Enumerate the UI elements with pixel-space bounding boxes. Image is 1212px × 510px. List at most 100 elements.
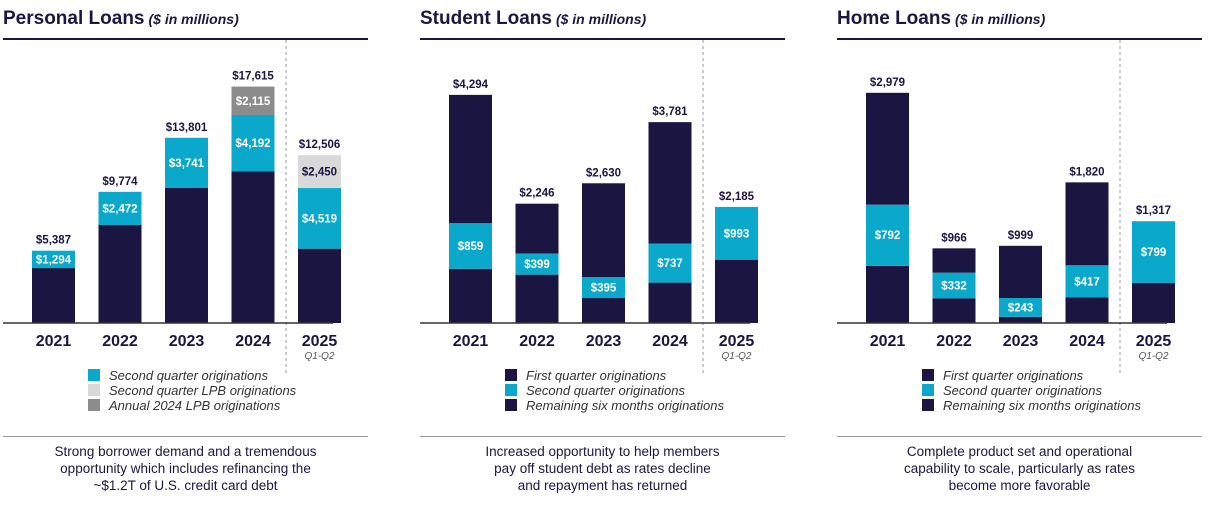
chart-caption: Strong borrower demand and a tremendous o… [3, 443, 368, 494]
bar-segment [32, 268, 75, 323]
bar-segment [866, 92, 909, 205]
personal-loans-panel: Personal Loans ($ in millions) $1,294 $5,3… [3, 0, 368, 510]
chart-title-main: Personal Loans [3, 8, 145, 29]
caption-line: capability to scale, particularly as rat… [903, 461, 1136, 476]
legend-label: Second quarter originations [943, 383, 1102, 398]
legend-label: First quarter originations [526, 368, 667, 383]
bar-total-label: $2,630 [586, 167, 621, 179]
bar-total-label: $999 [1008, 230, 1034, 242]
bar-segment [298, 155, 341, 189]
bar-segment [932, 298, 976, 323]
bar-segment [932, 272, 976, 299]
legend-swatch [505, 399, 517, 411]
bar-segment [165, 187, 208, 323]
segment-data-label: $3,741 [169, 158, 205, 170]
category-tick-label: 2021 [36, 333, 72, 350]
bar-total-label: $966 [941, 232, 967, 244]
category-tick-label: 2023 [586, 333, 622, 350]
chart-subtitle: ($ in millions) [555, 11, 647, 27]
footer-divider [837, 436, 1202, 437]
bar-total-label: $2,185 [719, 191, 755, 203]
category-tick-label: 2024 [652, 333, 688, 350]
category-tick-label: 2021 [870, 333, 906, 350]
legend-label: Second quarter originations [109, 368, 268, 383]
bar-total-label: $2,246 [519, 188, 554, 200]
legend-swatch [505, 369, 517, 381]
caption-line: Increased opportunity to help members [485, 444, 720, 459]
home-loans-chart: $792 $2,979 2021 $332 $966 2022 $243 $999 2023 $4… [837, 40, 1175, 375]
bar-segment [449, 94, 492, 224]
footer-divider [420, 436, 785, 437]
bar-segment [1065, 182, 1109, 266]
category-tick-label: 2025 [302, 333, 338, 350]
bar-segment [1132, 282, 1175, 323]
caption-line: and repayment has returned [517, 478, 688, 493]
segment-data-label: $395 [591, 283, 617, 295]
title-rule [3, 38, 368, 40]
chart-title: Student Loans ($ in millions) [420, 8, 646, 30]
bar-total-label: $3,781 [652, 106, 688, 118]
home-loans-panel: Home Loans ($ in millions) $792 $2,979 2021… [837, 0, 1202, 510]
legend-swatch [922, 384, 934, 396]
bar-segment [582, 183, 625, 278]
caption-line: ~$1.2T of U.S. credit card debt [93, 478, 278, 493]
bar-segment [449, 268, 492, 323]
caption-line: opportunity which includes refinancing t… [60, 461, 311, 476]
title-rule [420, 38, 785, 40]
category-tick-label: 2024 [1069, 333, 1105, 350]
category-tick-label: 2022 [936, 333, 972, 350]
bar-segment [648, 122, 692, 244]
chart-title: Home Loans ($ in millions) [837, 8, 1045, 30]
segment-data-label: $2,115 [236, 96, 271, 108]
bar-segment [298, 188, 341, 249]
bar-segment [449, 223, 492, 269]
category-sublabel: Q1-Q2 [1138, 351, 1168, 362]
title-rule [837, 38, 1202, 40]
caption-line: Complete product set and operational [906, 444, 1133, 459]
segment-data-label: $2,472 [102, 203, 137, 215]
segment-data-label: $417 [1074, 276, 1100, 288]
bar-segment [648, 282, 692, 323]
bar-segment [231, 114, 275, 172]
chart-caption: Increased opportunity to help members pay… [420, 443, 785, 494]
bar-segment [932, 248, 976, 273]
segment-data-label: $859 [458, 241, 484, 253]
bar-total-label: $1,317 [1136, 205, 1171, 217]
bar-total-label: $12,506 [299, 139, 341, 151]
bar-segment [1065, 297, 1109, 323]
legend-swatch [505, 384, 517, 396]
chart-subtitle: ($ in millions) [955, 11, 1046, 27]
bar-segment [715, 206, 758, 260]
bar-segment [999, 298, 1042, 317]
category-tick-label: 2025 [1136, 333, 1172, 350]
bar-total-label: $13,801 [166, 122, 208, 134]
bar-segment [582, 277, 625, 299]
category-tick-label: 2025 [719, 333, 755, 350]
legend-label: Second quarter LPB originations [109, 383, 297, 398]
chart-subtitle: ($ in millions) [148, 11, 239, 27]
legend-swatch [88, 384, 100, 396]
legend-label: Remaining six months originations [526, 398, 724, 413]
chart-title-main: Home Loans [837, 8, 952, 29]
caption-line: become more favorable [948, 478, 1091, 493]
bar-segment [648, 243, 692, 283]
category-tick-label: 2023 [169, 333, 205, 350]
chart-caption: Complete product set and operational capa… [837, 443, 1202, 494]
bar-segment [98, 191, 142, 225]
bar-segment [1065, 265, 1109, 298]
caption-line: pay off student debt as rates decline [494, 461, 711, 476]
bar-segment [515, 203, 559, 254]
segment-data-label: $332 [941, 280, 967, 292]
segment-data-label: $243 [1008, 302, 1034, 314]
bar-total-label: $2,979 [870, 77, 905, 89]
bar-total-label: $1,820 [1069, 166, 1104, 178]
legend-swatch [922, 369, 934, 381]
bar-segment [32, 250, 75, 269]
segment-data-label: $799 [1141, 247, 1167, 259]
segment-data-label: $4,519 [302, 213, 337, 225]
student-loans-panel: Student Loans ($ in millions) $859 $4,294 2… [420, 0, 785, 510]
segment-data-label: $399 [524, 259, 550, 271]
bar-segment [165, 137, 208, 188]
bar-segment [999, 316, 1042, 323]
legend-swatch [88, 369, 100, 381]
